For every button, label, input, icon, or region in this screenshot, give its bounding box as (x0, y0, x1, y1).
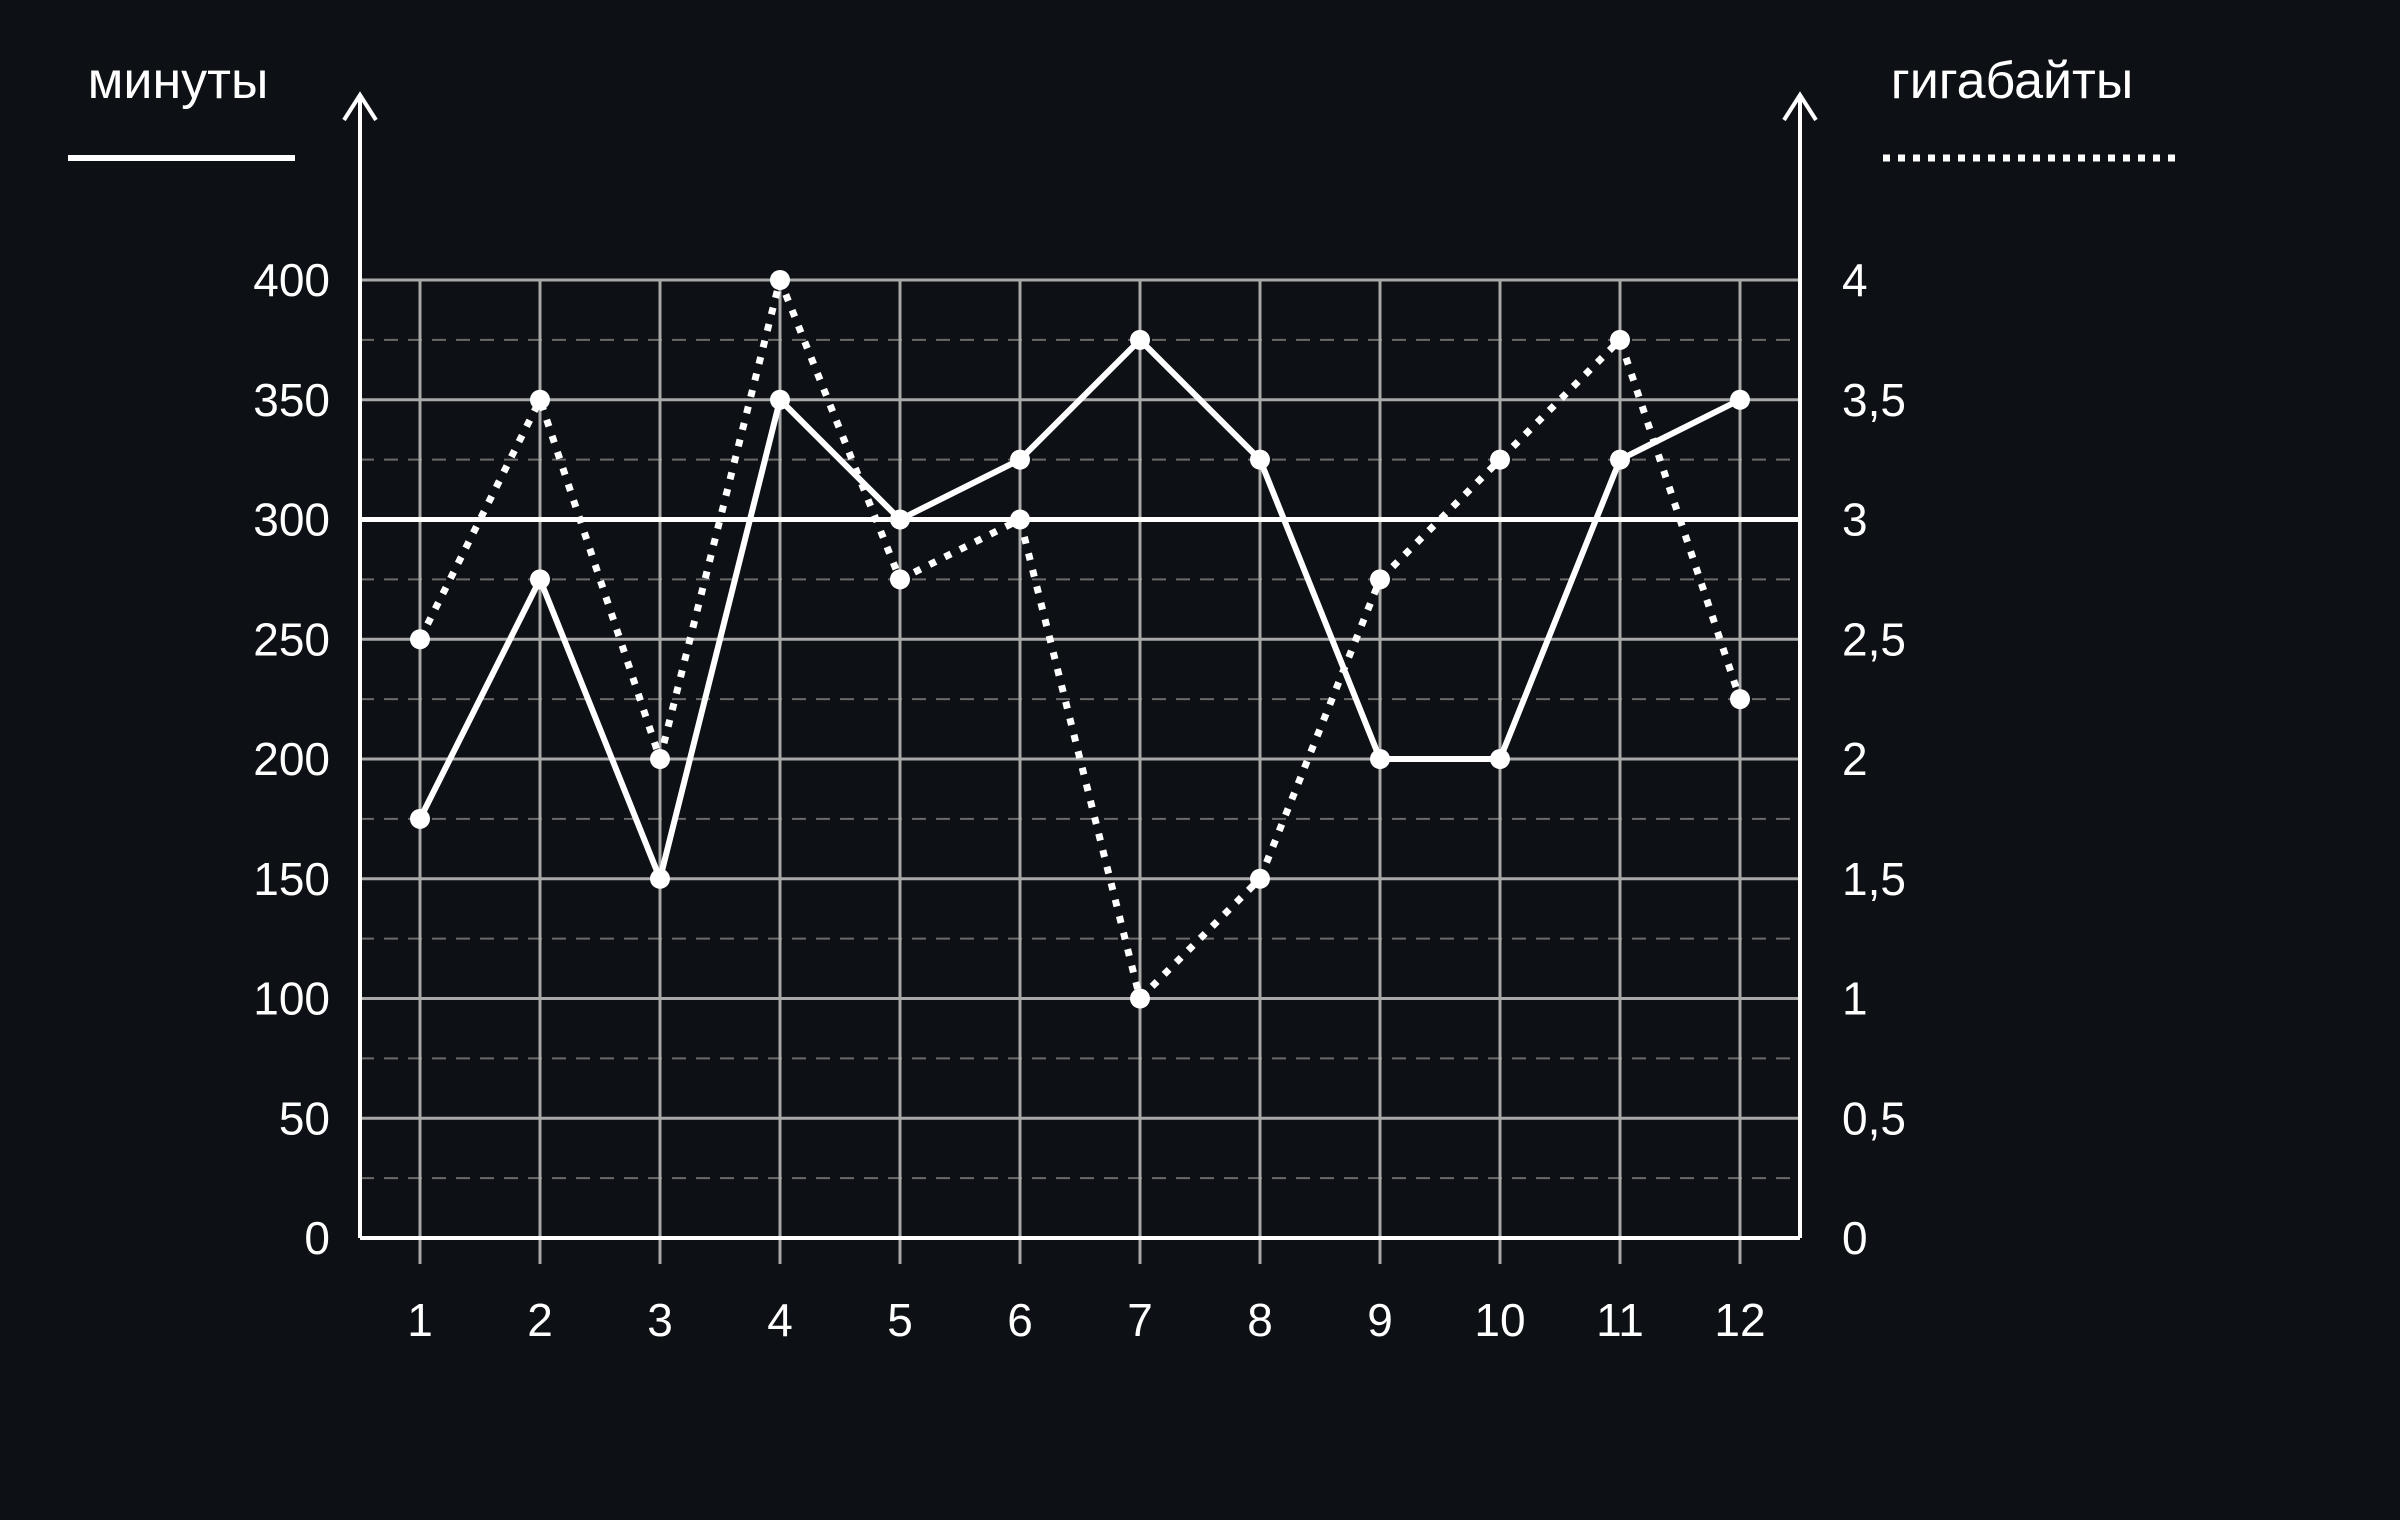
x-tick-label: 4 (767, 1294, 793, 1346)
y-right-tick-label: 2 (1842, 733, 1868, 785)
data-point-gigabytes (1730, 689, 1750, 710)
series-line-minutes (417, 336, 1742, 882)
data-point-gigabytes (1010, 509, 1030, 530)
x-tick-label: 9 (1367, 1294, 1393, 1346)
y-left-axis-title: минуты (88, 52, 269, 110)
y-right-tick-label: 3 (1842, 494, 1868, 546)
data-point-gigabytes (410, 629, 430, 650)
data-point-minutes (650, 868, 670, 889)
data-point-minutes (890, 509, 910, 530)
y-left-tick-label: 50 (279, 1092, 330, 1144)
data-point-minutes (530, 569, 550, 590)
data-point-minutes (1010, 449, 1030, 470)
y-left-tick-label: 0 (304, 1212, 330, 1264)
y-right-tick-label: 3,5 (1842, 374, 1906, 426)
y-right-tick-label: 0 (1842, 1212, 1868, 1264)
y-right-tick-label: 1 (1842, 973, 1868, 1025)
y-right-tick-label: 4 (1842, 254, 1868, 306)
x-tick-label: 1 (407, 1294, 433, 1346)
y-right-tick-label: 2,5 (1842, 613, 1906, 665)
y-right-tick-label: 0,5 (1842, 1092, 1906, 1144)
x-tick-label: 12 (1714, 1294, 1765, 1346)
y-right-tick-label: 1,5 (1842, 853, 1906, 905)
y-left-tick-label: 250 (253, 613, 330, 665)
x-tick-label: 5 (887, 1294, 913, 1346)
y-left-tick-label: 400 (253, 254, 330, 306)
series-points (410, 270, 1750, 1009)
minor-gridlines (360, 338, 1800, 1180)
data-point-gigabytes (1610, 329, 1630, 350)
x-tick-label: 10 (1474, 1294, 1525, 1346)
data-point-minutes (1490, 749, 1510, 769)
data-point-gigabytes (1490, 449, 1510, 470)
x-tick-label: 3 (647, 1294, 673, 1346)
data-point-minutes (1130, 329, 1150, 350)
data-point-gigabytes (890, 569, 910, 590)
y-left-tick-label: 350 (253, 374, 330, 426)
data-point-gigabytes (650, 749, 670, 769)
x-tick-label: 11 (1596, 1294, 1644, 1346)
y-left-tick-label: 150 (253, 853, 330, 905)
y-left-tick-label: 300 (253, 494, 330, 546)
data-point-minutes (1370, 749, 1390, 769)
y-left-tick-label: 100 (253, 973, 330, 1025)
data-point-minutes (770, 389, 790, 410)
y-right-axis-title: гигабайты (1891, 52, 2134, 110)
y-axis-arrow-left (342, 91, 378, 122)
x-tick-label: 6 (1007, 1294, 1033, 1346)
data-point-gigabytes (770, 270, 790, 290)
legend: минуты гигабайты (68, 52, 2180, 162)
y-axis-arrow-right (1782, 91, 1818, 122)
x-tick-label: 8 (1247, 1294, 1273, 1346)
data-point-minutes (1730, 389, 1750, 410)
series-line-gigabytes (416, 276, 1744, 1002)
data-point-minutes (410, 808, 430, 829)
data-point-gigabytes (530, 389, 550, 410)
series-lines (416, 276, 1744, 1002)
x-tick-label: 2 (527, 1294, 553, 1346)
x-tick-label: 7 (1127, 1294, 1153, 1346)
data-point-minutes (1610, 449, 1630, 470)
data-point-gigabytes (1370, 569, 1390, 590)
data-point-minutes (1250, 449, 1270, 470)
y-left-tick-label: 200 (253, 733, 330, 785)
tick-labels: 0 50 100 150 200 250 300 350 400 0 0,5 1 1,5 2 2,5 3 3,5… (253, 254, 1906, 1346)
data-point-gigabytes (1130, 988, 1150, 1009)
axes (342, 91, 1818, 1240)
data-point-gigabytes (1250, 868, 1270, 889)
